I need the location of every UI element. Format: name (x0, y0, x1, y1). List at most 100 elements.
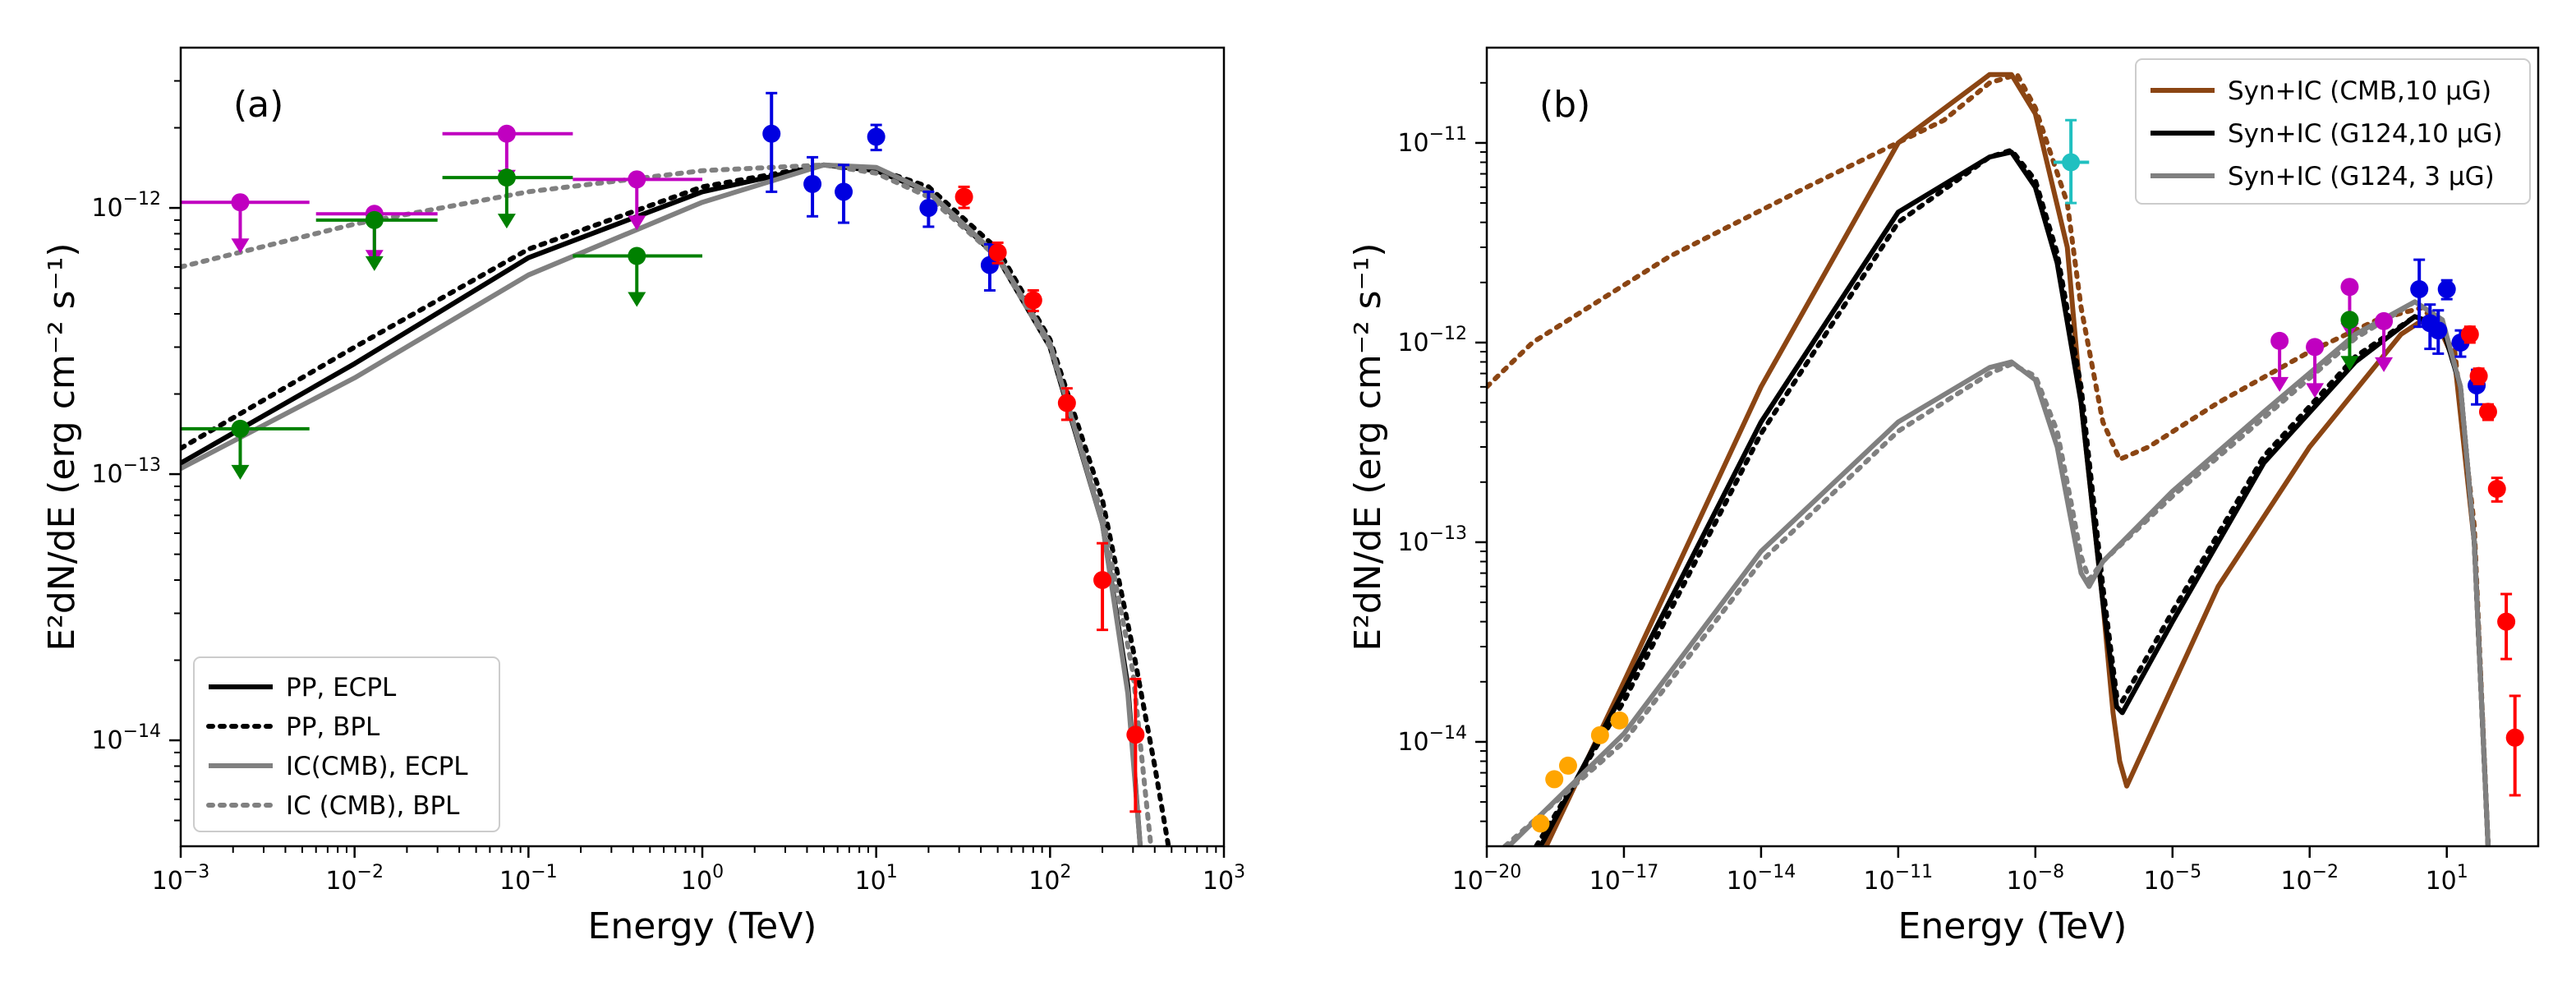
x-tick-exp: −17 (1621, 862, 1658, 882)
red-points-0-marker (954, 187, 973, 206)
y-tick-label: 10−12 (91, 189, 161, 223)
x-tick-label: 10−5 (2143, 862, 2201, 896)
x-tick-exp: −20 (1484, 862, 1521, 882)
x-tick-exp: 1 (2457, 862, 2468, 882)
x-tick-base: 10 (2426, 867, 2457, 896)
y-tick-base: 10 (1397, 728, 1428, 757)
y-tick-label: 10−14 (91, 721, 161, 755)
x-tick-label: 100 (681, 862, 724, 896)
red-points-3-marker (1057, 394, 1076, 412)
x-tick-base: 10 (499, 867, 531, 896)
y-tick-label: 10−13 (91, 455, 161, 489)
series-line-syn-ic-g124-3-g-dotted (1502, 299, 2491, 846)
blue-points-4-marker (919, 199, 938, 218)
y-tick-exp: −12 (123, 189, 161, 210)
x-tick-base: 10 (1203, 867, 1234, 896)
red-points-1-marker (2469, 366, 2488, 385)
blue-points-1-marker (803, 174, 822, 193)
green-upper-limits-2-ul-arrow (497, 214, 516, 229)
orange-points-0-marker (1531, 814, 1550, 833)
x-tick-exp: −14 (1758, 862, 1796, 882)
plot-area (1487, 71, 2524, 846)
legend-box (2135, 58, 2531, 205)
legend-entry: PP, BPL (286, 712, 380, 742)
x-tick-exp: −1 (531, 862, 557, 882)
green-upper-limits-0-ul-arrow (2340, 356, 2359, 371)
y-tick-exp: −12 (1429, 324, 1467, 344)
x-tick-exp: −2 (357, 862, 384, 882)
y-tick-label: 10−11 (1397, 124, 1467, 158)
blue-points-0-marker (762, 124, 781, 143)
orange-points-2-marker (1558, 756, 1577, 775)
series-line-syn-ic-g124-10-g- (1538, 150, 2491, 846)
x-tick-label: 10−8 (2007, 862, 2065, 896)
magenta-upper-limits-1-marker (2306, 338, 2325, 357)
green-upper-limits-1-marker (365, 210, 384, 229)
plot-area (181, 91, 1171, 846)
x-tick-label: 10−2 (325, 862, 384, 896)
magenta-upper-limits-0-ul-arrow (231, 238, 250, 254)
legend-entry: PP, ECPL (286, 673, 397, 702)
x-tick-base: 10 (1589, 867, 1621, 896)
red-points-4-marker (1093, 571, 1112, 589)
x-tick-exp: 0 (712, 862, 724, 882)
orange-points-1-marker (1545, 770, 1564, 789)
x-tick-base: 10 (325, 867, 356, 896)
x-tick-label: 10−20 (1452, 862, 1522, 896)
y-tick-exp: −13 (1429, 523, 1467, 544)
magenta-upper-limits-0-ul-arrow (2270, 376, 2289, 392)
magenta-upper-limits-0-marker (2270, 331, 2289, 350)
x-tick-exp: −8 (2038, 862, 2064, 882)
x-tick-exp: −2 (2312, 862, 2339, 882)
magenta-upper-limits-2-marker (497, 124, 516, 143)
x-tick-label: 10−17 (1589, 862, 1659, 896)
magenta-upper-limits-2-marker (2340, 278, 2359, 297)
y-tick-label: 10−13 (1397, 523, 1467, 557)
x-tick-label: 10−2 (2280, 862, 2339, 896)
x-tick-base: 10 (2280, 867, 2312, 896)
legend-box (193, 656, 500, 832)
magenta-upper-limits-3-marker (628, 170, 646, 189)
x-tick-label: 101 (855, 862, 898, 896)
legend-entry: IC (CMB), BPL (286, 791, 460, 821)
y-tick-base: 10 (1397, 528, 1428, 557)
x-tick-base: 10 (2143, 867, 2174, 896)
green-upper-limits-0-marker (231, 419, 250, 438)
x-tick-label: 103 (1203, 862, 1245, 896)
orange-points-3-marker (1590, 725, 1609, 744)
green-upper-limits-3-ul-arrow (628, 292, 646, 307)
y-tick-base: 10 (1397, 329, 1428, 357)
blue-points-2-marker (2429, 321, 2448, 340)
magenta-upper-limits-3-marker (2375, 311, 2394, 330)
x-tick-label: 102 (1028, 862, 1071, 896)
x-tick-base: 10 (1028, 867, 1060, 896)
red-points-5-marker (1126, 725, 1145, 744)
x-axis-label: Energy (TeV) (588, 905, 817, 947)
x-tick-base: 10 (1864, 867, 1895, 896)
legend-entry: Syn+IC (G124,10 μG) (2228, 119, 2503, 149)
y-axis-label: E²dN/dE (erg cm⁻² s⁻¹) (41, 242, 83, 651)
x-tick-exp: −5 (2175, 862, 2201, 882)
x-tick-label: 10−14 (1727, 862, 1796, 896)
blue-points-3-marker (2437, 280, 2456, 299)
series-line-ic-cmb-ecpl (181, 162, 1143, 846)
legend-entry: Syn+IC (CMB,10 μG) (2228, 76, 2491, 106)
x-tick-base: 10 (855, 867, 886, 896)
y-tick-base: 10 (91, 194, 122, 223)
magenta-upper-limits-0-marker (231, 193, 250, 212)
green-upper-limits-1-ul-arrow (365, 256, 384, 271)
y-tick-label: 10−14 (1397, 723, 1467, 757)
magenta-upper-limits-3-ul-arrow (628, 215, 646, 231)
x-tick-label: 10−11 (1864, 862, 1934, 896)
series-line-syn-ic-g124-10-g-dotted (1534, 147, 2491, 846)
panel-label: (a) (233, 84, 283, 126)
y-tick-base: 10 (91, 726, 122, 755)
green-upper-limits-0-marker (2340, 311, 2359, 329)
x-tick-base: 10 (2007, 867, 2038, 896)
x-tick-base: 10 (1452, 867, 1484, 896)
series-line-pp-bpl (181, 162, 1171, 846)
red-points-2-marker (2478, 403, 2497, 421)
red-points-2-marker (1024, 291, 1042, 310)
red-points-4-marker (2497, 612, 2516, 631)
